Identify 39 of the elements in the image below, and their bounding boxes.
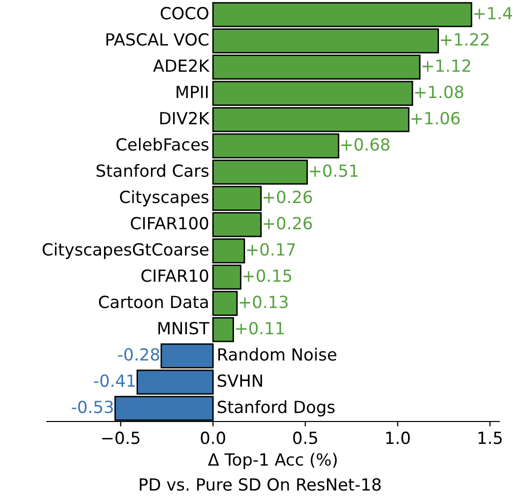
y-tick-label: ADE2K	[153, 59, 210, 72]
y-tick-label: MNIST	[158, 322, 210, 334]
x-tick-label: 0.0	[200, 432, 226, 444]
y-tick-label: MPII	[176, 86, 208, 98]
data-label: +0.11	[236, 322, 284, 334]
y-tick-label: PASCAL VOC	[106, 33, 208, 46]
y-tick-label: CIFAR10	[141, 269, 208, 282]
data-label: +1.12	[422, 59, 470, 72]
y-tick-label: Random Noise	[218, 348, 336, 361]
x-axis-title: Δ Top-1 Acc (%)	[208, 452, 337, 470]
y-tick-label: SVHN	[218, 374, 262, 387]
data-label: -0.53	[72, 400, 113, 414]
y-tick-label: CIFAR100	[130, 216, 208, 230]
y-tick-label: DIV2K	[160, 112, 210, 124]
data-label: +0.26	[264, 190, 312, 204]
data-label: +1.22	[440, 33, 489, 46]
x-tick-label: 1.0	[386, 432, 410, 444]
y-tick-label: CelebFaces	[116, 138, 208, 151]
data-label: -0.41	[94, 374, 135, 387]
data-label: +1.08	[415, 86, 464, 98]
y-tick-label: Stanford Dogs	[218, 400, 335, 416]
data-label: +0.15	[243, 269, 292, 282]
text: PD vs. Pure SD On ResNet-18	[140, 478, 381, 491]
y-tick-label: CityscapesGtCoarse	[42, 242, 208, 259]
y-tick-label: Cartoon Data	[98, 296, 208, 308]
data-label: +0.51	[310, 164, 358, 177]
data-label: +0.17	[247, 243, 295, 256]
data-label: +0.26	[264, 216, 312, 230]
data-label: +0.13	[240, 296, 288, 308]
y-tick-label: Cityscapes	[120, 190, 208, 206]
data-label: +0.68	[341, 138, 390, 151]
y-tick-label: Stanford Cars	[96, 164, 208, 177]
y-tick-label: COCO	[160, 6, 208, 20]
data-label: +1.06	[411, 112, 460, 124]
x-tick-label: 1.5	[478, 432, 502, 444]
data-label: +1.4	[474, 7, 512, 20]
x-tick-label: 0.5	[293, 432, 318, 444]
x-tick-label: −0.5	[102, 432, 140, 444]
data-label: -0.28	[118, 348, 160, 361]
